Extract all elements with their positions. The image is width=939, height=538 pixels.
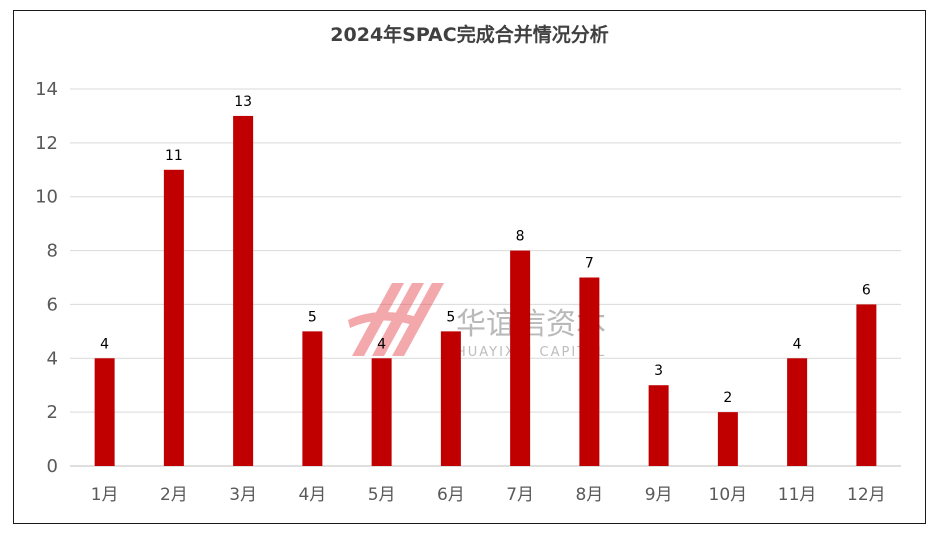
y-tick-label: 2: [47, 402, 58, 423]
bar: [717, 412, 738, 466]
watermark-en-text: HUAYIXIN CAPITAL: [456, 345, 606, 360]
x-tick-label: 6月: [437, 485, 465, 505]
y-tick-label: 12: [35, 133, 58, 154]
x-tick-label: 4月: [298, 485, 326, 505]
data-label: 13: [234, 94, 252, 110]
bar: [510, 250, 531, 466]
gridlines: [70, 88, 901, 467]
bar: [787, 358, 808, 466]
y-tick-label: 6: [47, 294, 58, 315]
data-label: 4: [100, 336, 109, 352]
y-tick-label: 14: [35, 79, 58, 100]
bar: [233, 115, 254, 466]
data-label: 7: [585, 256, 594, 272]
x-tick-label: 11月: [778, 485, 817, 505]
x-tick-label: 5月: [368, 485, 396, 505]
x-tick-label: 10月: [709, 485, 748, 505]
x-tick-label: 9月: [645, 485, 673, 505]
data-label: 5: [308, 309, 317, 325]
x-tick-label: 1月: [91, 485, 119, 505]
bar: [440, 331, 461, 466]
bar: [163, 169, 184, 467]
data-label: 5: [446, 309, 455, 325]
bars: 4 11 13 5 4 5 8 7 3 2 4 6: [94, 94, 877, 467]
bar: [371, 358, 392, 466]
y-tick-label: 0: [47, 456, 58, 477]
y-tick-label: 10: [35, 187, 58, 208]
data-label: 2: [723, 390, 732, 406]
data-label: 11: [165, 148, 183, 164]
watermark: 华谊信资本 HUAYIXIN CAPITAL: [348, 283, 606, 360]
x-tick-label: 8月: [575, 485, 603, 505]
y-tick-label: 4: [47, 348, 58, 369]
bar: [856, 304, 877, 466]
x-tick-label: 2月: [160, 485, 188, 505]
x-tick-label: 12月: [847, 485, 886, 505]
x-tick-label: 3月: [229, 485, 257, 505]
data-label: 6: [862, 282, 871, 298]
bar: [579, 277, 600, 466]
x-tick-label: 7月: [506, 485, 534, 505]
bar: [302, 331, 323, 466]
y-axis: 0 2 4 6 8 10 12 14: [35, 79, 58, 477]
x-axis: 1月 2月 3月 4月 5月 6月 7月 8月 9月 10月 11月 12月: [91, 485, 886, 505]
y-tick-label: 8: [47, 241, 58, 262]
bar: [94, 358, 115, 466]
bar: [648, 385, 669, 466]
data-label: 3: [654, 363, 663, 379]
chart-title: 2024年SPAC完成合并情况分析: [330, 24, 609, 46]
watermark-logo: [348, 283, 444, 356]
data-label: 4: [793, 336, 802, 352]
data-label: 8: [516, 229, 525, 245]
data-label: 4: [377, 336, 386, 352]
